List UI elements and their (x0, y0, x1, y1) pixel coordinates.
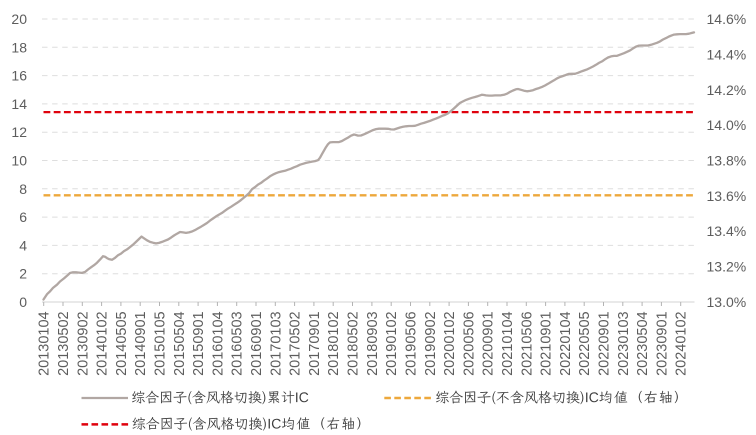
svg-text:20160503: 20160503 (230, 311, 246, 376)
svg-text:14.0%: 14.0% (707, 117, 747, 133)
svg-text:20220901: 20220901 (597, 311, 613, 376)
svg-text:13.2%: 13.2% (707, 259, 747, 275)
svg-text:20180102: 20180102 (326, 311, 342, 376)
svg-text:20200506: 20200506 (461, 311, 477, 376)
svg-text:20230103: 20230103 (616, 311, 632, 376)
svg-text:20: 20 (11, 11, 27, 27)
svg-text:20190506: 20190506 (404, 311, 420, 376)
svg-text:20130902: 20130902 (75, 311, 91, 376)
svg-text:20240102: 20240102 (674, 311, 690, 376)
svg-text:0: 0 (19, 294, 27, 310)
svg-text:4: 4 (19, 237, 27, 253)
svg-text:20160901: 20160901 (249, 311, 265, 376)
svg-text:20230504: 20230504 (635, 311, 651, 376)
svg-text:20130104: 20130104 (37, 311, 53, 376)
svg-text:20210901: 20210901 (539, 311, 555, 376)
svg-text:20190902: 20190902 (423, 311, 439, 376)
svg-text:10: 10 (11, 153, 27, 169)
svg-text:20210506: 20210506 (519, 311, 535, 376)
svg-text:13.0%: 13.0% (707, 294, 747, 310)
svg-text:20150504: 20150504 (172, 311, 188, 376)
svg-text:20220505: 20220505 (577, 311, 593, 376)
svg-text:14: 14 (11, 96, 27, 112)
svg-text:20150105: 20150105 (153, 311, 169, 376)
svg-text:20170502: 20170502 (288, 311, 304, 376)
svg-text:14.6%: 14.6% (707, 11, 747, 27)
svg-text:14.4%: 14.4% (707, 46, 747, 62)
svg-text:20140102: 20140102 (95, 311, 111, 376)
svg-text:20150901: 20150901 (191, 311, 207, 376)
svg-text:20180502: 20180502 (346, 311, 362, 376)
svg-text:20220104: 20220104 (558, 311, 574, 376)
svg-text:8: 8 (19, 181, 27, 197)
svg-text:20180903: 20180903 (365, 311, 381, 376)
svg-text:20210104: 20210104 (500, 311, 516, 376)
svg-text:20190102: 20190102 (384, 311, 400, 376)
svg-text:20170901: 20170901 (307, 311, 323, 376)
svg-text:6: 6 (19, 209, 27, 225)
svg-text:2: 2 (19, 266, 27, 282)
svg-text:13.6%: 13.6% (707, 188, 747, 204)
svg-text:20160104: 20160104 (210, 311, 226, 376)
svg-text:20200102: 20200102 (442, 311, 458, 376)
svg-text:18: 18 (11, 39, 27, 55)
svg-text:13.8%: 13.8% (707, 153, 747, 169)
svg-text:12: 12 (11, 124, 27, 140)
svg-text:20200901: 20200901 (481, 311, 497, 376)
svg-text:20130502: 20130502 (56, 311, 72, 376)
svg-text:20230901: 20230901 (654, 311, 670, 376)
svg-text:20140901: 20140901 (133, 311, 149, 376)
svg-text:14.2%: 14.2% (707, 82, 747, 98)
svg-text:16: 16 (11, 68, 27, 84)
svg-text:20170103: 20170103 (268, 311, 284, 376)
svg-text:13.4%: 13.4% (707, 223, 747, 239)
svg-text:20140505: 20140505 (114, 311, 130, 376)
